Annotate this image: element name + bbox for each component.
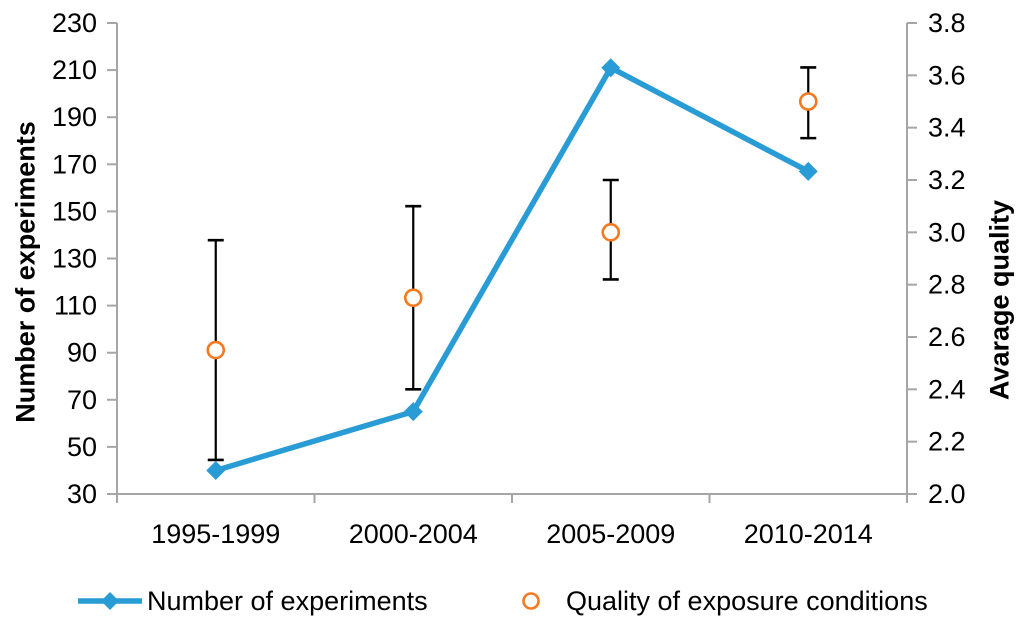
svg-text:230: 230 [52, 8, 97, 38]
svg-text:130: 130 [52, 244, 97, 274]
left-axis-title: Number of experiments [10, 121, 41, 423]
legend-item-quality-of-exposure-conditions: Quality of exposure conditions [521, 585, 928, 617]
svg-text:2.0: 2.0 [928, 479, 966, 509]
svg-text:2.2: 2.2 [928, 427, 966, 457]
svg-text:70: 70 [67, 385, 97, 415]
svg-text:2.6: 2.6 [928, 322, 966, 352]
right-axis-title: Avarage quality [984, 199, 1015, 401]
legend-label-quality-of-exposure-conditions: Quality of exposure conditions [566, 585, 928, 616]
svg-text:170: 170 [52, 149, 97, 179]
svg-text:190: 190 [52, 102, 97, 132]
svg-text:2.4: 2.4 [928, 374, 966, 404]
open-circle-swatch-icon [522, 592, 540, 610]
svg-text:3.4: 3.4 [928, 113, 966, 143]
svg-text:2010-2014: 2010-2014 [744, 519, 873, 549]
svg-text:90: 90 [67, 338, 97, 368]
legend-item-number-of-experiments: Number of experiments [78, 585, 428, 617]
svg-text:150: 150 [52, 196, 97, 226]
svg-text:3.0: 3.0 [928, 217, 966, 247]
svg-text:110: 110 [54, 291, 97, 321]
svg-text:2005-2009: 2005-2009 [546, 519, 675, 549]
svg-text:3.2: 3.2 [928, 165, 966, 195]
svg-text:1995-1999: 1995-1999 [151, 519, 280, 549]
svg-text:210: 210 [52, 55, 97, 85]
svg-text:2000-2004: 2000-2004 [349, 519, 478, 549]
svg-text:2.8: 2.8 [928, 270, 966, 300]
svg-text:3.6: 3.6 [928, 60, 966, 90]
line-diamond-swatch-icon [78, 592, 142, 610]
legend-label-number-of-experiments: Number of experiments [147, 585, 428, 616]
svg-text:50: 50 [67, 432, 97, 462]
svg-text:3.8: 3.8 [928, 8, 966, 38]
svg-text:30: 30 [67, 479, 97, 509]
